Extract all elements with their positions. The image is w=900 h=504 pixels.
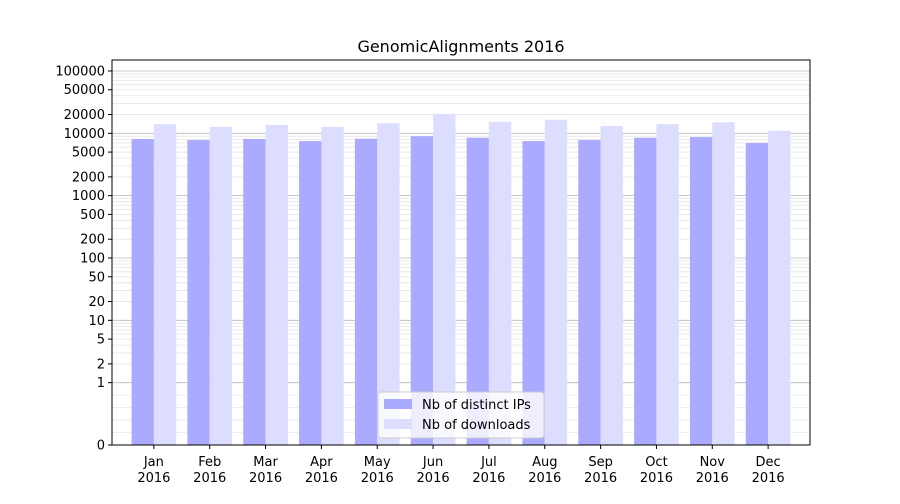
- legend-label: Nb of distinct IPs: [422, 398, 531, 413]
- y-tick-label: 200: [80, 233, 105, 248]
- y-tick-label: 20000: [64, 108, 105, 123]
- x-tick-label-month: Jan: [143, 455, 164, 470]
- bar-downloads-may: [377, 123, 400, 445]
- x-tick-label-month: Mar: [253, 455, 278, 470]
- x-tick-label-year: 2016: [752, 471, 785, 486]
- bar-ips-oct: [634, 137, 657, 445]
- bar-downloads-jul: [488, 121, 512, 445]
- y-tick-label: 20: [88, 295, 105, 310]
- bar-downloads-jun: [433, 113, 456, 445]
- bar-downloads-oct: [656, 124, 679, 445]
- legend: Nb of distinct IPs Nb of downloads: [377, 391, 545, 439]
- x-tick-label-year: 2016: [417, 471, 450, 486]
- bar-downloads-sep: [600, 126, 623, 445]
- bar-downloads-mar: [265, 124, 288, 446]
- y-tick-label: 2000: [72, 170, 105, 185]
- bar-downloads-jan: [153, 124, 177, 445]
- axes: 0 1 2 5 10 20 50 100 200 500 1000 2000 5000 10000 2000…: [55, 59, 811, 486]
- bar-ips-jun: [410, 136, 434, 446]
- x-tick-label-year: 2016: [640, 471, 673, 486]
- x-tick-label-year: 2016: [472, 471, 505, 486]
- bars: [131, 113, 791, 446]
- x-tick-label-year: 2016: [193, 471, 226, 486]
- bar-ips-jul: [466, 137, 489, 445]
- x-tick-label-month: May: [364, 455, 391, 470]
- bar-ips-nov: [689, 137, 713, 445]
- y-tick-label: 50000: [64, 83, 105, 98]
- bar-downloads-aug: [544, 119, 568, 445]
- y-tick-label: 50: [88, 270, 105, 285]
- x-tick-label-month: Feb: [198, 455, 221, 470]
- x-tick-label-month: Dec: [756, 455, 781, 470]
- legend-box: [377, 391, 545, 439]
- chart-title: GenomicAlignments 2016: [357, 37, 564, 56]
- x-tick-label-month: Jun: [422, 455, 443, 470]
- x-tick-label-year: 2016: [584, 471, 617, 486]
- x-tick-label-year: 2016: [696, 471, 729, 486]
- y-tick-label: 100: [80, 251, 105, 266]
- bar-downloads-dec: [768, 130, 791, 445]
- x-tick-label-month: Aug: [532, 455, 557, 470]
- x-tick-label-month: Jul: [480, 455, 497, 470]
- x-tick-label-year: 2016: [305, 471, 338, 486]
- legend-swatch: [384, 419, 412, 429]
- x-tick-label-month: Sep: [588, 455, 613, 470]
- bar-ips-jan: [131, 139, 154, 445]
- x-tick-label-year: 2016: [528, 471, 561, 486]
- bar-downloads-apr: [321, 126, 344, 446]
- y-tick-label: 0: [97, 439, 105, 454]
- x-tick-label-year: 2016: [137, 471, 170, 486]
- y-tick-label: 100000: [55, 64, 105, 79]
- y-tick-label: 2: [97, 357, 105, 372]
- x-tick-label-month: Apr: [310, 455, 333, 470]
- y-tick-label: 10000: [64, 127, 105, 142]
- x-tick-label-year: 2016: [361, 471, 394, 486]
- y-tick-label: 10: [88, 314, 105, 329]
- bar-ips-feb: [187, 140, 210, 445]
- y-tick-label: 5: [97, 333, 105, 348]
- bar-ips-mar: [243, 139, 266, 445]
- legend-swatch: [384, 399, 412, 409]
- x-tick-label-month: Nov: [700, 455, 726, 470]
- x-tick-label-year: 2016: [249, 471, 282, 486]
- legend-label: Nb of downloads: [422, 418, 531, 433]
- y-tick-label: 1: [97, 376, 105, 391]
- bar-ips-sep: [578, 140, 601, 445]
- x-tick-label-month: Oct: [645, 455, 667, 470]
- y-tick-label: 1000: [72, 189, 105, 204]
- bar-downloads-nov: [712, 122, 735, 445]
- y-tick-label: 500: [80, 208, 105, 223]
- bar-downloads-feb: [209, 126, 233, 446]
- y-tick-label: 5000: [72, 146, 105, 161]
- bar-ips-aug: [522, 141, 545, 445]
- bar-ips-dec: [745, 142, 769, 445]
- bar-ips-may: [354, 138, 378, 445]
- bar-ips-apr: [299, 141, 322, 445]
- plot-frame: [111, 59, 811, 446]
